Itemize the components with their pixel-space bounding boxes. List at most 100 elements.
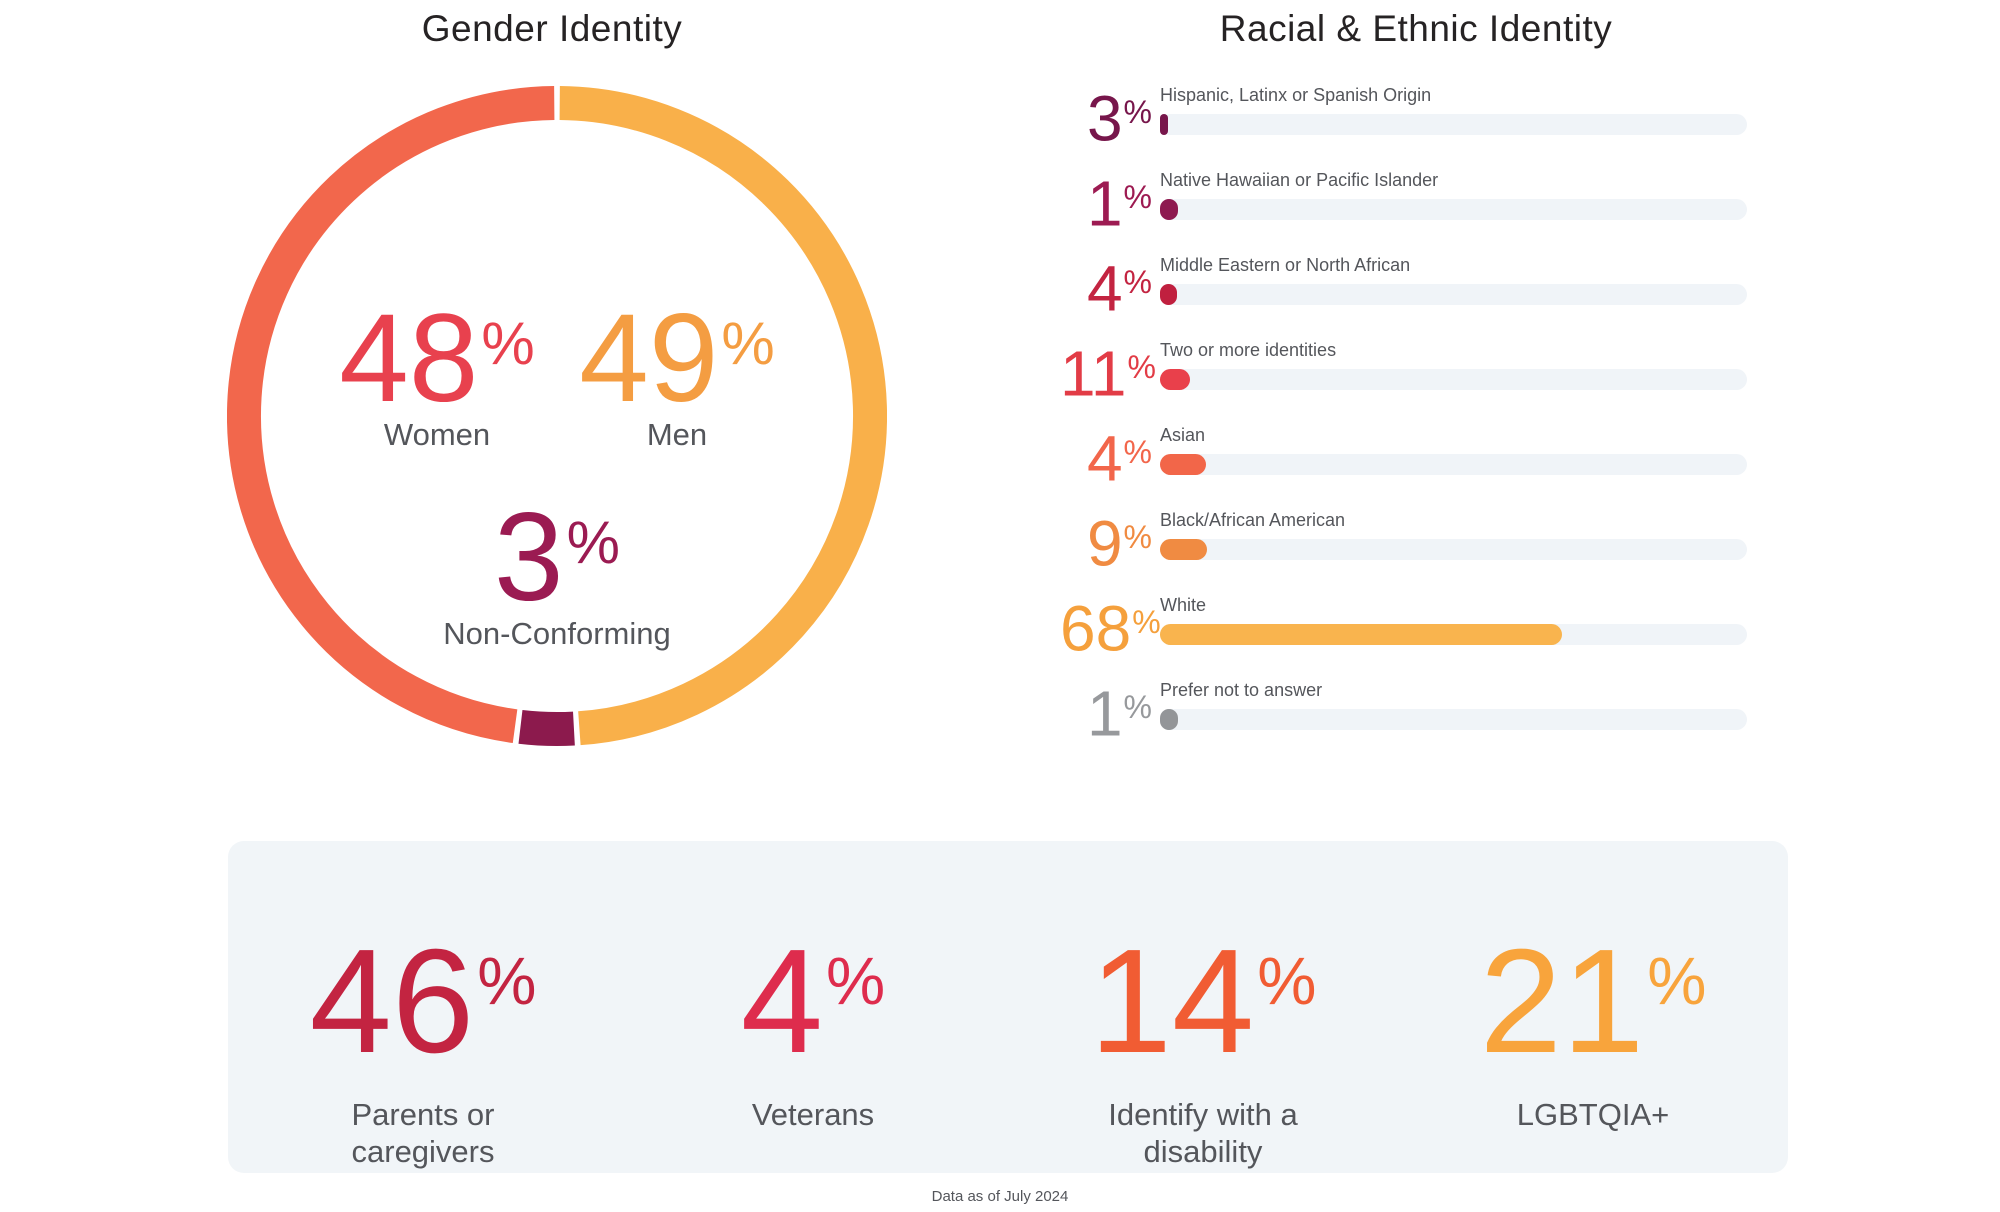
stat-card: 4% Veterans — [618, 841, 1008, 1173]
percent-sign: % — [1127, 349, 1156, 385]
percent-sign: % — [477, 945, 537, 1019]
percent-sign: % — [1123, 519, 1152, 555]
ethnicity-percent: 68% — [1060, 590, 1161, 661]
percent-sign: % — [1647, 945, 1707, 1019]
donut-segment-men — [559, 86, 887, 746]
percent-sign: % — [1123, 179, 1152, 215]
percent-sign: % — [1132, 604, 1161, 640]
ethnicity-percent-value: 11 — [1060, 337, 1127, 410]
nonconforming-label: Non-Conforming — [443, 616, 671, 652]
percent-sign: % — [826, 945, 886, 1019]
percent-sign: % — [1123, 434, 1152, 470]
stat-percent: 46% — [228, 908, 618, 1076]
bar-track — [1160, 284, 1747, 305]
ethnicity-label: Prefer not to answer — [1160, 680, 1323, 700]
donut-segment-non-conforming — [518, 709, 575, 746]
percent-sign: % — [1123, 94, 1152, 130]
men-percent: 49% — [517, 281, 837, 421]
stat-label: LGBTQIA+ — [1516, 1096, 1670, 1132]
bar-fill — [1160, 624, 1562, 645]
gender-donut-ring — [227, 86, 887, 746]
bar-track — [1160, 624, 1747, 645]
ethnicity-percent: 9% — [1060, 505, 1152, 576]
percent-sign: % — [1123, 264, 1152, 300]
ethnicity-label: Hispanic, Latinx or Spanish Origin — [1160, 85, 1432, 105]
bar-fill — [1160, 709, 1178, 730]
gender-stat-nonconforming: 3% Non-Conforming — [397, 480, 717, 652]
gender-stat-men: 49% Men — [517, 281, 837, 453]
ethnicity-percent-value: 68 — [1060, 592, 1132, 665]
gender-chart-title: Gender Identity — [421, 8, 683, 49]
percent-sign: % — [566, 509, 620, 576]
bar-track — [1160, 454, 1747, 475]
ethnicity-percent: 1% — [1060, 675, 1152, 746]
stat-percent: 4% — [618, 908, 1008, 1076]
bar-track — [1160, 369, 1747, 390]
ethnicity-label: Native Hawaiian or Pacific Islander — [1160, 170, 1439, 190]
ethnicity-label: Two or more identities — [1160, 340, 1337, 360]
percent-sign: % — [1257, 945, 1317, 1019]
stat-card: 14% Identify with a disability — [1008, 841, 1398, 1173]
bar-fill — [1160, 114, 1168, 135]
ethnicity-percent-value: 1 — [1086, 677, 1123, 750]
stat-label: Veterans — [751, 1096, 875, 1132]
ethnicity-row: 4% Asian — [1060, 425, 1747, 510]
ethnicity-percent-value: 9 — [1086, 507, 1123, 580]
ethnicity-percent: 4% — [1060, 420, 1152, 491]
bar-track — [1160, 709, 1747, 730]
women-label: Women — [383, 417, 491, 453]
men-label: Men — [646, 417, 708, 453]
ethnicity-label: Black/African American — [1160, 510, 1346, 530]
ethnicity-row: 68% White — [1060, 595, 1747, 680]
percent-sign: % — [721, 310, 775, 377]
stat-percent-value: 21 — [1479, 918, 1645, 1084]
stat-card: 46% Parents or caregivers — [228, 841, 618, 1173]
bar-fill — [1160, 539, 1207, 560]
bar-fill — [1160, 369, 1190, 390]
stat-label: Identify with a disability — [1108, 1096, 1298, 1169]
bar-fill — [1160, 454, 1206, 475]
men-percent-value: 49 — [579, 289, 719, 429]
women-percent: 48% — [277, 281, 597, 421]
percent-sign: % — [481, 310, 535, 377]
ethnicity-row: 1% Prefer not to answer — [1060, 680, 1747, 765]
racial-chart-title: Racial & Ethnic Identity — [1219, 8, 1613, 49]
stat-card: 21% LGBTQIA+ — [1398, 841, 1788, 1173]
ethnicity-percent-value: 3 — [1086, 82, 1123, 155]
ethnicity-percent: 4% — [1060, 250, 1152, 321]
ethnicity-row: 3% Hispanic, Latinx or Spanish Origin — [1060, 85, 1747, 170]
stat-percent: 21% — [1398, 908, 1788, 1076]
highlight-stats-panel: 46% Parents or caregivers 4% Veterans 14% Ide… — [228, 841, 1788, 1173]
ethnicity-row: 4% Middle Eastern or North African — [1060, 255, 1747, 340]
ethnicity-percent: 1% — [1060, 165, 1152, 236]
stat-percent-value: 14 — [1089, 918, 1255, 1084]
data-asof-note: Data as of July 2024 — [931, 1188, 1069, 1205]
ethnicity-percent: 11% — [1060, 335, 1156, 406]
ethnicity-row: 9% Black/African American — [1060, 510, 1747, 595]
stat-label: Parents or caregivers — [351, 1096, 495, 1169]
bar-fill — [1160, 284, 1177, 305]
ethnicity-label: Middle Eastern or North African — [1160, 255, 1411, 275]
stat-percent-value: 46 — [309, 918, 475, 1084]
ethnicity-label: White — [1160, 595, 1207, 615]
bar-track — [1160, 539, 1747, 560]
ethnicity-bar-list: 3% Hispanic, Latinx or Spanish Origin 1% Na… — [1060, 85, 1747, 765]
ethnicity-percent-value: 4 — [1086, 252, 1123, 325]
nonconforming-percent: 3% — [397, 480, 717, 620]
percent-sign: % — [1123, 689, 1152, 725]
gender-donut-chart: 48% Women 49% Men 3% Non-Conforming — [227, 86, 887, 746]
ethnicity-percent: 3% — [1060, 80, 1152, 151]
gender-stat-women: 48% Women — [277, 281, 597, 453]
ethnicity-row: 11% Two or more identities — [1060, 340, 1747, 425]
donut-segment-women — [227, 86, 555, 744]
women-percent-value: 48 — [339, 289, 479, 429]
ethnicity-percent-value: 1 — [1086, 167, 1123, 240]
stat-percent-value: 4 — [740, 918, 824, 1084]
ethnicity-percent-value: 4 — [1086, 422, 1123, 495]
ethnicity-row: 1% Native Hawaiian or Pacific Islander — [1060, 170, 1747, 255]
nonconforming-percent-value: 3 — [494, 488, 564, 628]
stat-percent: 14% — [1008, 908, 1398, 1076]
ethnicity-label: Asian — [1160, 425, 1206, 445]
bar-track — [1160, 114, 1747, 135]
